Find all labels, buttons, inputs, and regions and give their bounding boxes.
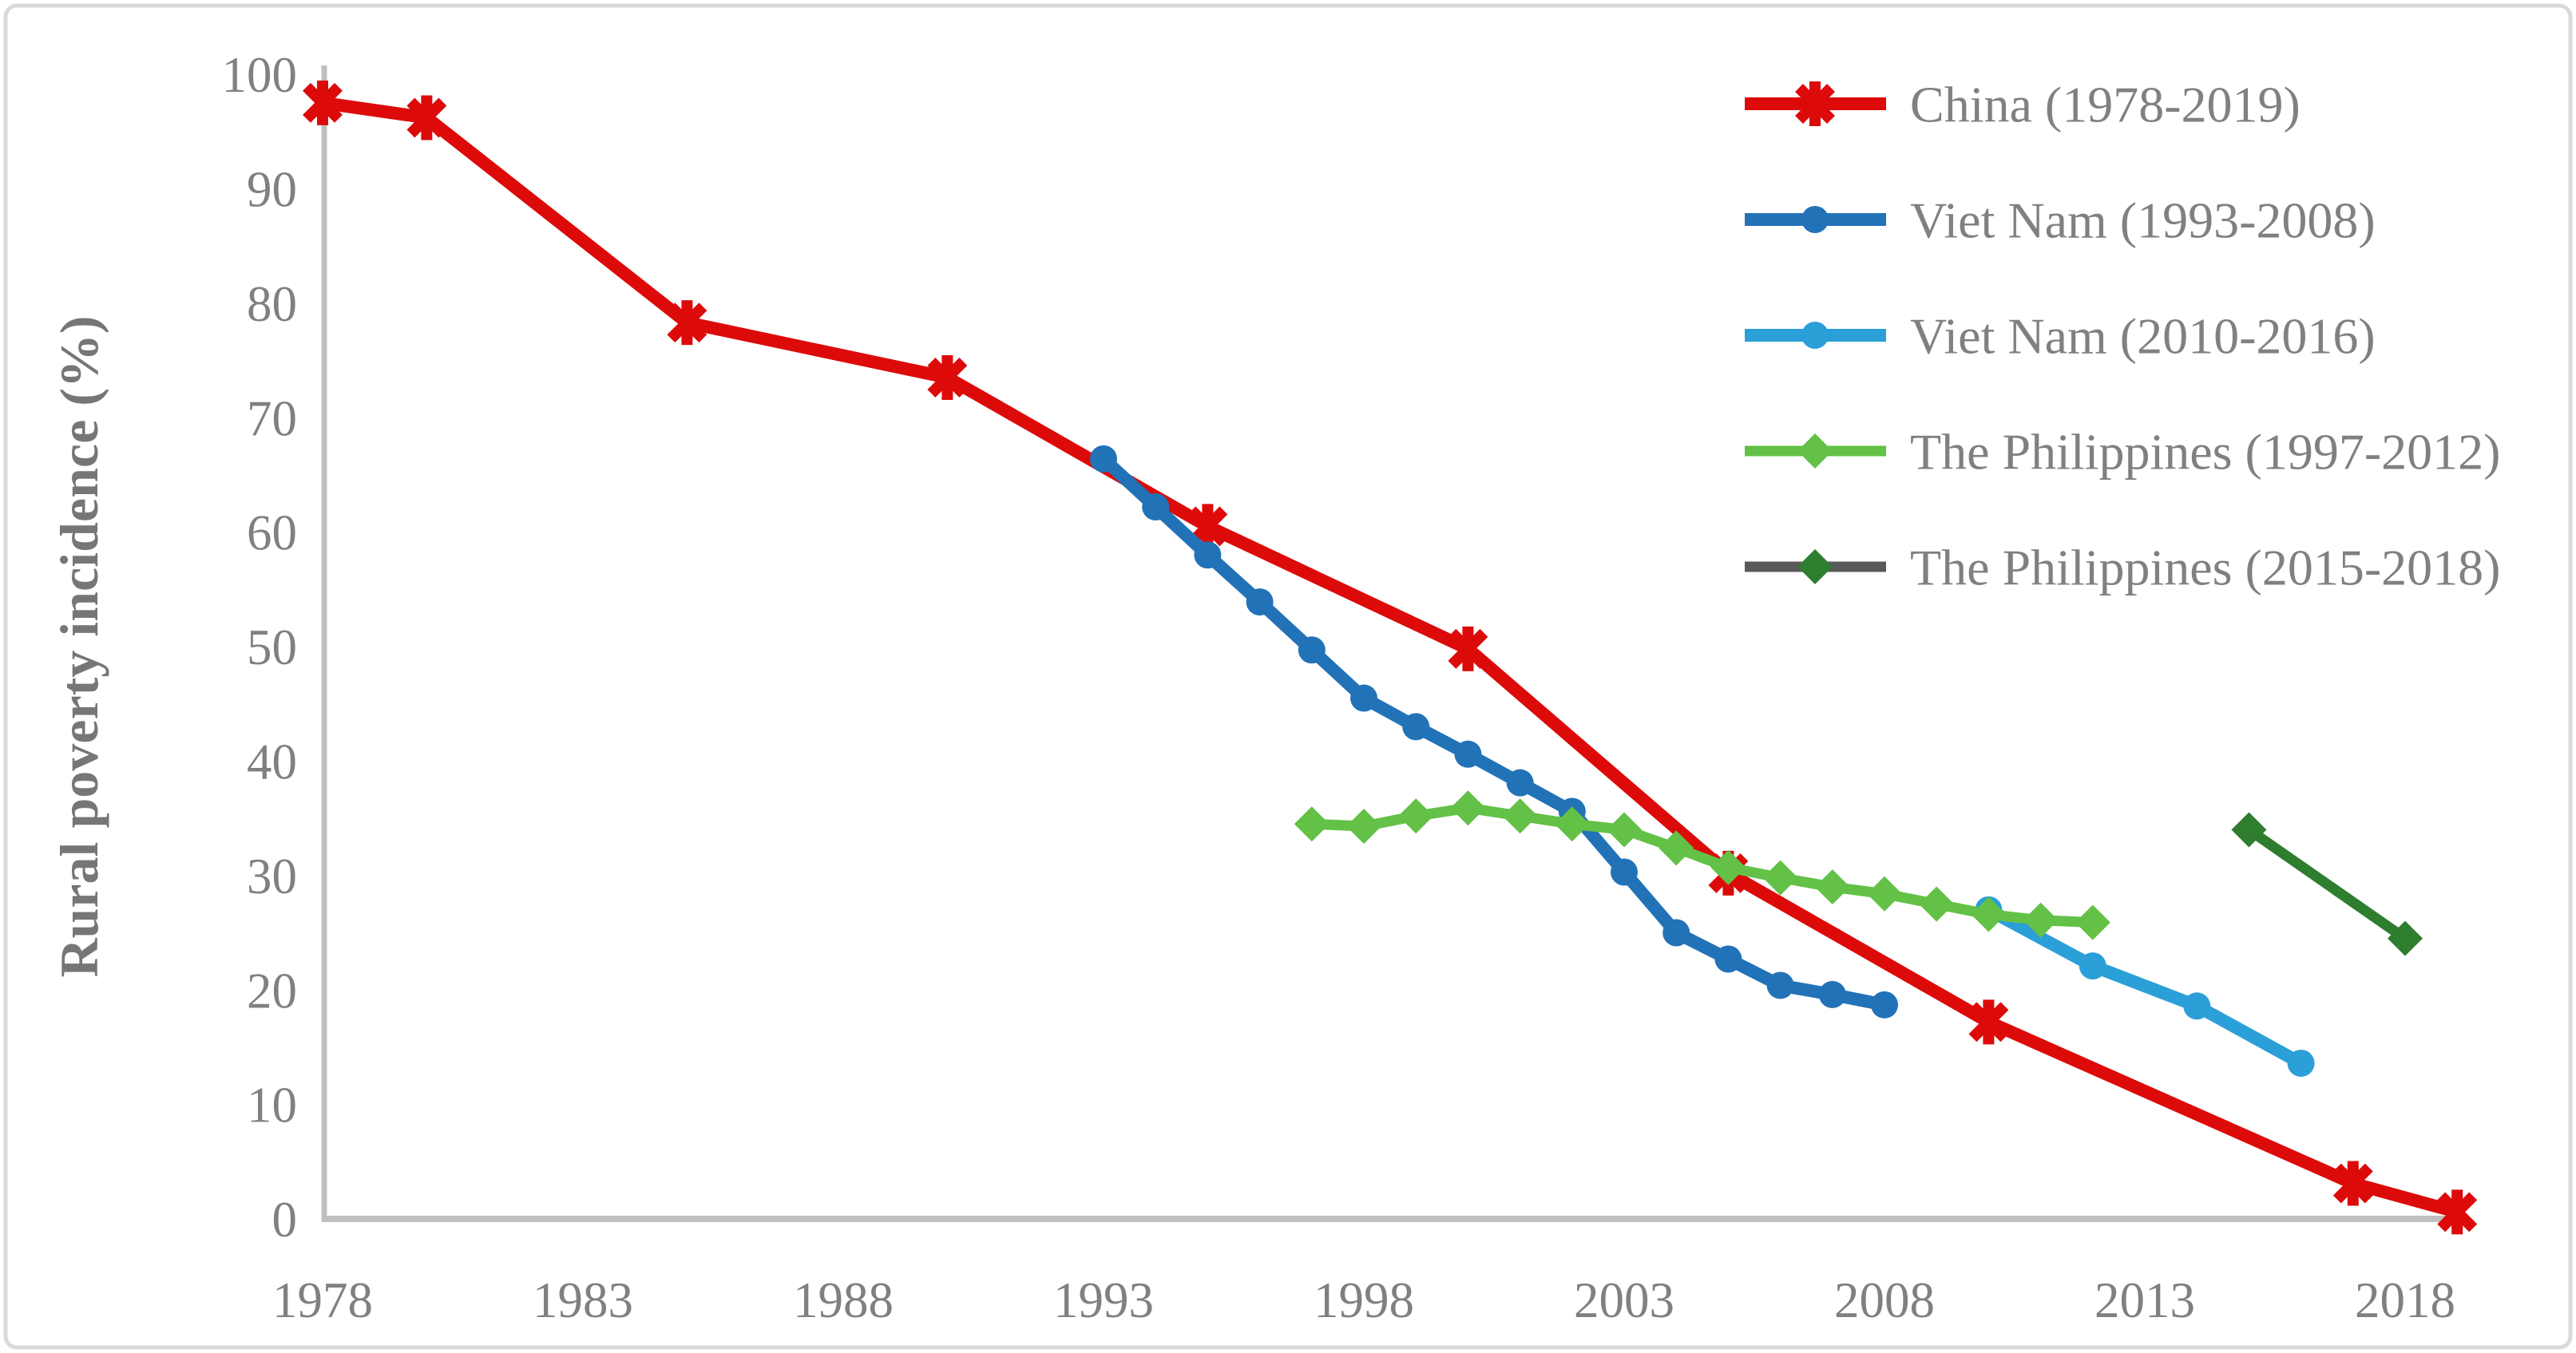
series-the-philippines-1997-2012 (1294, 790, 2110, 940)
diamond-marker-icon (2023, 902, 2059, 938)
y-tick-label: 80 (247, 276, 297, 332)
legend-label: Viet Nam (2010-2016) (1910, 307, 2376, 364)
series-markers-the-philippines-2015-2018 (2231, 812, 2423, 956)
diamond-marker-icon (2075, 904, 2110, 940)
asterisk-marker-icon (1968, 999, 2009, 1045)
series-viet-nam-1993-2008 (1090, 445, 1898, 1019)
asterisk-marker-icon (927, 355, 968, 401)
y-tick-label: 10 (247, 1078, 297, 1133)
series-markers-viet-nam-1993-2008 (1090, 445, 1898, 1019)
x-tick-label: 1983 (533, 1272, 633, 1328)
diamond-marker-icon (1797, 549, 1833, 584)
circle-marker-icon (1506, 769, 1534, 797)
series-line-viet-nam-2010-2016 (1985, 904, 2305, 1069)
diamond-marker-icon (1971, 896, 2007, 932)
diamond-marker-icon (1762, 860, 1798, 896)
x-tick-label: 2003 (1574, 1272, 1674, 1328)
y-tick-label: 20 (247, 963, 297, 1019)
legend-label: China (1978-2019) (1910, 76, 2301, 133)
diamond-marker-icon (1710, 849, 1746, 885)
diamond-marker-icon (1294, 806, 1330, 842)
circle-marker-icon (1801, 322, 1829, 349)
asterisk-marker-icon (667, 300, 707, 346)
series-the-philippines-2015-2018 (2231, 812, 2423, 956)
circle-marker-icon (1142, 493, 1170, 521)
diamond-marker-icon (1919, 886, 1955, 922)
x-tick-label: 1998 (1314, 1272, 1414, 1328)
asterisk-marker-icon (2332, 1161, 2373, 1206)
asterisk-marker-icon (406, 95, 447, 140)
y-axis-title: Rural poverty incidence (%) (49, 315, 109, 977)
x-tick-label: 1993 (1053, 1272, 1154, 1328)
circle-marker-icon (2183, 992, 2211, 1020)
series-line-china-1978-2019 (321, 96, 2459, 1219)
circle-marker-icon (1090, 445, 1117, 473)
circle-marker-icon (1454, 740, 1482, 768)
y-tick-label: 90 (247, 161, 297, 217)
circle-marker-icon (1663, 919, 1690, 947)
series-markers-the-philippines-1997-2012 (1294, 790, 2110, 940)
diamond-marker-icon (1797, 433, 1833, 469)
x-tick-label: 1978 (272, 1272, 373, 1328)
asterisk-marker-icon (2437, 1189, 2478, 1235)
circle-marker-icon (2079, 952, 2106, 980)
legend-label: The Philippines (1997-2012) (1910, 423, 2500, 480)
diamond-marker-icon (1502, 798, 1538, 834)
diamond-marker-icon (1659, 830, 1694, 866)
circle-marker-icon (1246, 588, 1274, 616)
x-tick-label: 2008 (1834, 1272, 1935, 1328)
diamond-marker-icon (1867, 876, 1902, 912)
legend-item: Viet Nam (2010-2016) (1745, 307, 2376, 364)
diamond-marker-icon (2231, 812, 2267, 848)
chart-border (3, 3, 2573, 1350)
circle-marker-icon (1871, 991, 1898, 1019)
diamond-marker-icon (1450, 790, 1486, 826)
legend-item: The Philippines (2015-2018) (1745, 539, 2500, 595)
x-tick-label: 2013 (2094, 1272, 2195, 1328)
asterisk-marker-icon (1795, 81, 1835, 126)
legend-label: The Philippines (2015-2018) (1910, 539, 2500, 595)
circle-marker-icon (1714, 945, 1742, 973)
circle-marker-icon (1298, 636, 1326, 664)
legend-label: Viet Nam (1993-2008) (1910, 192, 2376, 248)
circle-marker-icon (1402, 713, 1430, 741)
y-tick-label: 50 (247, 619, 297, 675)
x-tick-label: 1988 (793, 1272, 894, 1328)
asterisk-marker-icon (1448, 626, 1488, 671)
legend: China (1978-2019) Viet Nam (1993-2008) Vie… (1745, 76, 2500, 595)
diamond-marker-icon (1346, 809, 1381, 845)
circle-marker-icon (1766, 971, 1794, 999)
y-tick-label: 60 (247, 505, 297, 561)
legend-item: China (1978-2019) (1745, 76, 2301, 133)
circle-marker-icon (1611, 858, 1638, 886)
y-tick-label: 70 (247, 390, 297, 446)
circle-marker-icon (1350, 684, 1377, 712)
circle-marker-icon (1818, 980, 1846, 1008)
asterisk-marker-icon (303, 80, 343, 125)
plot-series (303, 80, 2478, 1235)
legend-item: Viet Nam (1993-2008) (1745, 192, 2376, 248)
circle-marker-icon (1801, 206, 1829, 233)
y-tick-label: 0 (272, 1192, 298, 1248)
x-tick-label: 2018 (2355, 1272, 2455, 1328)
y-tick-label: 100 (222, 47, 298, 103)
series-line-viet-nam-1993-2008 (1099, 453, 1886, 1011)
diamond-marker-icon (1398, 798, 1434, 834)
y-tick-label: 30 (247, 849, 297, 904)
diamond-marker-icon (2388, 920, 2423, 956)
y-tick-label: 40 (247, 734, 297, 789)
diamond-marker-icon (1814, 869, 1850, 905)
diamond-marker-icon (1554, 806, 1590, 842)
circle-marker-icon (2287, 1049, 2315, 1077)
series-line-the-philippines-2015-2018 (2245, 825, 2408, 944)
circle-marker-icon (1194, 541, 1222, 569)
series-line-the-philippines-1997-2012 (1311, 802, 2094, 928)
legend-item: The Philippines (1997-2012) (1745, 423, 2500, 480)
diamond-marker-icon (1607, 812, 1642, 848)
axes: 0 10 20 30 40 50 60 70 80 90 100 1978 1983 1988 1993 19… (222, 47, 2459, 1328)
